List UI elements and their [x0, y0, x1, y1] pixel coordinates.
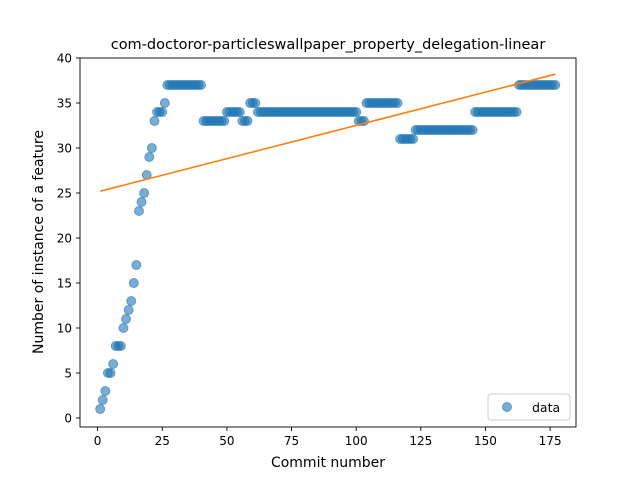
data-points [95, 80, 561, 414]
data-point [234, 107, 245, 117]
linear-fit-line [99, 73, 556, 192]
x-tick-label: 125 [409, 434, 432, 448]
y-tick-label: 10 [57, 322, 72, 336]
data-point [131, 260, 142, 270]
data-point [133, 206, 144, 216]
x-tick-label: 25 [155, 434, 170, 448]
y-axis-label: Number of instance of a feature [31, 130, 47, 354]
legend: data [487, 393, 571, 421]
x-tick-label: 50 [219, 434, 234, 448]
data-point [242, 116, 253, 126]
y-tick-label: 40 [57, 52, 72, 66]
plot-frame [79, 57, 577, 428]
data-point [157, 107, 168, 117]
data-point [159, 98, 170, 108]
x-tick-label: 150 [474, 434, 497, 448]
data-point [392, 98, 403, 108]
y-tick-label: 20 [57, 232, 72, 246]
legend-box [487, 393, 571, 421]
data-point [467, 125, 478, 135]
data-point [128, 278, 139, 288]
data-point [250, 98, 261, 108]
y-tick-label: 0 [64, 412, 72, 426]
data-point [219, 116, 230, 126]
data-point [550, 80, 561, 90]
plot-area [80, 58, 576, 427]
chart-title: com-doctoror-particleswallpaper_property… [111, 37, 546, 53]
data-point [121, 314, 132, 324]
y-tick-label: 25 [57, 187, 72, 201]
x-tick-label: 175 [539, 434, 562, 448]
data-point [118, 323, 129, 333]
y-tick-label: 15 [57, 277, 72, 291]
y-axis-ticks: 0 5 10 15 20 25 30 35 40 [57, 52, 80, 426]
x-tick-label: 0 [94, 434, 102, 448]
legend-label: data [532, 400, 560, 415]
data-point [408, 134, 419, 144]
data-point [511, 107, 522, 117]
data-point [123, 305, 134, 315]
legend-marker [502, 402, 512, 412]
x-axis-label: Commit number [271, 455, 385, 471]
data-point [139, 188, 150, 198]
data-point [108, 359, 119, 369]
x-tick-label: 100 [345, 434, 368, 448]
data-point [196, 80, 207, 90]
data-point [136, 197, 147, 207]
data-point [351, 107, 362, 117]
data-point [100, 386, 111, 396]
data-point [149, 116, 160, 126]
y-tick-label: 30 [57, 142, 72, 156]
data-point [105, 368, 116, 378]
x-axis-ticks: 0 25 50 75 100 125 150 175 [94, 427, 562, 448]
data-point [144, 152, 155, 162]
y-tick-label: 5 [64, 367, 72, 381]
data-point [115, 341, 126, 351]
data-point [146, 143, 157, 153]
data-point [126, 296, 137, 306]
data-point [97, 395, 108, 405]
x-tick-label: 75 [284, 434, 299, 448]
data-point [95, 404, 106, 414]
y-tick-label: 35 [57, 97, 72, 111]
